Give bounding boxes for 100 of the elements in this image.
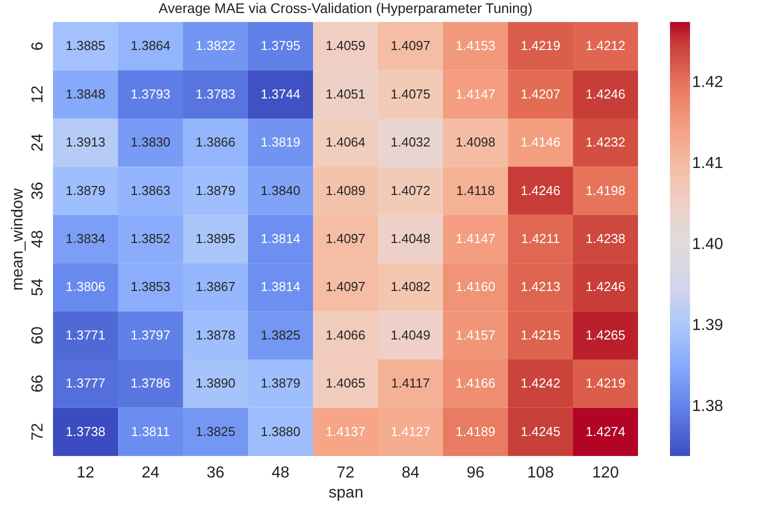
data-label: 1.4242 — [520, 376, 560, 391]
data-label: 1.4097 — [326, 279, 366, 294]
data-label: 1.3880 — [260, 424, 300, 439]
data-label: 1.3795 — [260, 38, 300, 54]
data-label: 1.4265 — [586, 327, 626, 342]
data-label: 1.3822 — [196, 38, 236, 54]
data-label: 1.3840 — [260, 182, 300, 198]
data-label: 1.3771 — [66, 327, 106, 342]
data-label: 1.4160 — [456, 279, 496, 294]
x-tick-label: 84 — [402, 464, 420, 482]
x-axis-title: span — [328, 484, 364, 502]
data-label: 1.4238 — [586, 231, 626, 246]
data-label: 1.4166 — [456, 376, 496, 391]
data-label: 1.4066 — [326, 327, 366, 342]
x-tick-label: 12 — [76, 464, 94, 482]
data-label: 1.3738 — [66, 424, 106, 439]
y-tick-label: 48 — [30, 230, 46, 248]
data-label: 1.3786 — [130, 376, 170, 391]
data-label: 1.4117 — [391, 376, 430, 391]
color-bar-label: 1.40 — [692, 236, 724, 253]
data-label: 1.4212 — [586, 38, 626, 54]
data-label: 1.3806 — [66, 279, 106, 294]
data-label: 1.4051 — [326, 86, 366, 102]
y-tick-label: 24 — [30, 134, 46, 152]
x-tick-label: 96 — [466, 464, 484, 482]
data-label: 1.4064 — [326, 134, 366, 150]
y-tick-label: 60 — [30, 326, 46, 344]
data-label: 1.4127 — [390, 424, 430, 439]
y-tick-label: 66 — [30, 374, 46, 393]
data-label: 1.3866 — [196, 134, 236, 150]
data-label: 1.3834 — [66, 231, 106, 246]
data-label: 1.4098 — [456, 134, 496, 150]
x-tick-label: 36 — [206, 464, 224, 482]
data-label: 1.3825 — [260, 327, 300, 342]
data-label: 1.3793 — [130, 86, 170, 102]
y-tick-label: 36 — [30, 182, 46, 200]
data-label: 1.4246 — [586, 86, 626, 102]
data-label: 1.4147 — [456, 231, 496, 246]
data-label: 1.4219 — [586, 376, 626, 391]
data-label: 1.4207 — [520, 86, 560, 102]
data-label: 1.4032 — [390, 134, 430, 150]
data-label: 1.3879 — [196, 182, 236, 198]
y-tick-label: 6 — [30, 42, 46, 51]
x-tick-label: 72 — [336, 464, 354, 482]
data-label: 1.3783 — [196, 86, 236, 102]
y-tick-label: 72 — [30, 422, 46, 441]
color-bar-label: 1.39 — [692, 316, 724, 334]
data-label: 1.4075 — [390, 86, 430, 102]
data-label: 1.3878 — [196, 327, 236, 342]
data-label: 1.3853 — [130, 279, 170, 294]
data-label: 1.3777 — [66, 376, 106, 391]
data-label: 1.3890 — [196, 376, 236, 391]
data-label: 1.3797 — [130, 327, 170, 342]
data-label: 1.3852 — [130, 231, 170, 246]
data-label: 1.3848 — [66, 86, 106, 102]
color-bar-label: 1.38 — [692, 398, 724, 415]
data-label: 1.3744 — [260, 86, 300, 102]
data-label: 1.4245 — [520, 424, 560, 439]
data-label: 1.4097 — [326, 231, 366, 246]
y-tick-label: 54 — [30, 278, 46, 296]
data-label: 1.3879 — [66, 182, 106, 198]
data-label: 1.4059 — [326, 38, 366, 54]
data-label: 1.4215 — [520, 327, 560, 342]
data-label: 1.3825 — [196, 424, 236, 439]
data-label: 1.4246 — [586, 279, 626, 294]
color-bar-label: 1.41 — [692, 154, 724, 172]
y-tick-label: 12 — [30, 85, 46, 104]
data-label: 1.4189 — [456, 424, 496, 439]
data-label: 1.4072 — [390, 182, 430, 198]
data-label: 1.4048 — [390, 231, 430, 246]
data-label: 1.4213 — [520, 279, 560, 294]
data-label: 1.4157 — [456, 327, 496, 342]
x-tick-label: 108 — [527, 464, 554, 482]
data-label: 1.3814 — [260, 279, 300, 294]
data-label: 1.3863 — [130, 182, 170, 198]
data-label: 1.4146 — [520, 134, 560, 150]
data-label: 1.3913 — [66, 134, 106, 150]
data-label: 1.3819 — [260, 134, 300, 150]
data-label: 1.3867 — [196, 279, 236, 294]
y-axis-title: mean_window — [10, 188, 26, 291]
x-tick-label: 120 — [592, 464, 619, 482]
data-label: 1.4211 — [521, 231, 560, 246]
color-bar-label: 1.42 — [692, 74, 724, 91]
data-label: 1.4219 — [520, 38, 560, 54]
data-label: 1.4137 — [326, 424, 366, 439]
data-label: 1.4274 — [586, 424, 626, 439]
data-label: 1.3885 — [66, 38, 106, 54]
data-label: 1.4097 — [390, 38, 430, 54]
data-label: 1.3811 — [131, 424, 170, 439]
data-label: 1.4246 — [520, 182, 560, 198]
data-label: 1.3864 — [130, 38, 170, 54]
data-label: 1.4198 — [586, 182, 626, 198]
data-label: 1.4232 — [586, 134, 626, 150]
data-label: 1.3814 — [260, 231, 300, 246]
data-label: 1.4082 — [390, 279, 430, 294]
data-label: 1.4089 — [326, 182, 366, 198]
data-label: 1.4049 — [390, 327, 430, 342]
data-label: 1.4065 — [326, 376, 366, 391]
data-label: 1.4153 — [456, 38, 496, 54]
x-tick-label: 48 — [272, 464, 290, 482]
